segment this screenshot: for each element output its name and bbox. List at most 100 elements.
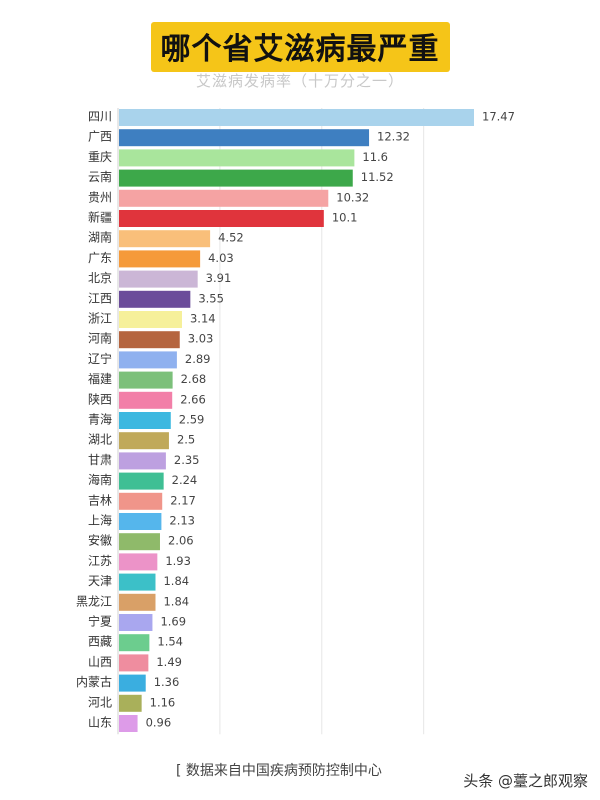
category-label: 广东 [88,251,112,265]
value-label: 2.89 [185,352,211,366]
bar [119,694,142,712]
title-container: 哪个省艾滋病最严重 [0,22,600,72]
value-label: 1.84 [163,574,189,588]
category-label: 山东 [88,716,112,730]
bar [119,210,324,227]
value-label: 2.68 [181,372,207,386]
bar [119,270,198,288]
bar [119,573,156,591]
bar [119,492,163,510]
category-label: 海南 [88,472,112,487]
category-label: 黑龙江 [76,594,112,608]
value-label: 2.13 [169,514,195,528]
bar [119,432,169,450]
bar [119,472,164,490]
category-label: 云南 [88,169,112,184]
category-label: 湖南 [88,230,112,245]
value-label: 3.14 [190,312,216,326]
value-label: 11.6 [362,150,388,164]
bar [119,109,474,126]
value-label: 1.49 [156,655,182,669]
category-label: 青海 [88,412,112,427]
value-label: 1.54 [157,635,183,649]
value-label: 3.55 [198,291,224,305]
category-label: 辽宁 [88,351,112,366]
bar [119,654,149,672]
category-label: 湖北 [88,432,112,447]
category-label: 重庆 [88,150,112,164]
category-label: 河北 [88,695,112,709]
value-label: 12.32 [377,130,410,144]
category-label: 广西 [88,130,112,144]
bar [119,553,158,571]
value-label: 1.36 [154,675,180,689]
bar [119,129,370,147]
value-label: 2.35 [174,453,200,467]
chart-title: 哪个省艾滋病最严重 [150,22,450,72]
value-label: 4.03 [208,251,234,265]
category-label: 贵州 [88,190,112,204]
bar [119,250,201,268]
category-label: 陕西 [88,391,112,406]
value-label: 1.69 [160,615,186,629]
bar [119,412,171,429]
category-label: 新疆 [88,210,112,225]
bar [119,674,146,692]
value-label: 2.24 [172,473,198,487]
bar [119,331,180,349]
value-label: 2.17 [170,493,196,507]
value-label: 2.59 [179,413,205,427]
value-label: 3.91 [206,271,232,285]
bar [119,290,191,308]
value-label: 2.06 [168,534,194,548]
bar [119,391,173,409]
value-label: 2.66 [180,392,206,406]
category-label: 北京 [88,271,112,285]
value-label: 10.32 [336,190,369,204]
value-label: 17.47 [482,110,515,124]
bar [119,452,166,470]
category-label: 安徽 [88,533,112,548]
bar [119,715,138,732]
bar [119,593,156,611]
bar [119,614,153,631]
category-label: 福建 [88,371,112,386]
category-label: 内蒙古 [76,674,112,689]
category-label: 四川 [88,110,112,124]
category-label: 吉林 [88,493,112,507]
chart-subtitle: 艾滋病发病率（十万分之一） [195,72,404,90]
bar [119,371,173,389]
category-label: 宁夏 [88,614,112,629]
bar [119,149,355,167]
value-label: 1.93 [165,554,191,568]
category-label: 甘肃 [88,453,112,467]
bar [119,634,150,652]
category-label: 浙江 [88,312,112,326]
bar [119,533,160,551]
category-label: 天津 [88,574,112,588]
value-label: 10.1 [332,211,358,225]
bar [119,513,162,530]
bar [119,189,329,207]
category-label: 河南 [88,331,112,346]
bar [119,230,211,248]
value-label: 1.16 [150,695,176,709]
value-label: 0.96 [146,716,172,730]
value-label: 2.5 [177,433,195,447]
value-label: 11.52 [361,170,394,184]
value-label: 3.03 [188,332,214,346]
value-label: 1.84 [163,594,189,608]
bar [119,169,353,187]
category-label: 上海 [88,513,112,528]
category-label: 山西 [88,655,112,669]
bar [119,351,177,369]
bar [119,311,182,328]
category-label: 江西 [88,291,112,305]
watermark-text: 头条 @薹之郎观察 [463,772,588,790]
category-label: 江苏 [88,554,112,568]
category-label: 西藏 [88,635,112,649]
value-label: 4.52 [218,231,244,245]
data-source-note: [ 数据来自中国疾病预防控制中心 [176,763,382,779]
